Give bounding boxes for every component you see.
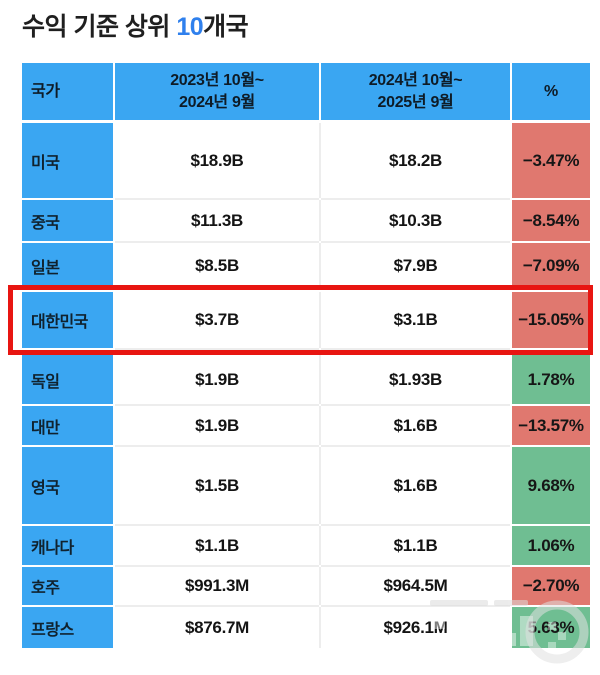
- header-period1-line2: 2024년 9월: [179, 93, 255, 111]
- country-cell: 일본: [22, 243, 113, 288]
- value-cell-period2: $1.1B: [321, 526, 510, 565]
- value-cell-period1: $1.9B: [115, 406, 319, 445]
- percent-cell: −15.05%: [512, 292, 590, 348]
- table-row-taiwan: 대만 $1.9B $1.6B −13.57%: [22, 406, 590, 445]
- country-cell: 대만: [22, 406, 113, 445]
- page-title-suffix: 개국: [203, 13, 249, 41]
- value-cell-period2: $1.93B: [321, 355, 510, 404]
- header-period2: 2024년 10월~ 2025년 9월: [321, 63, 510, 120]
- value-cell-period1: $1.5B: [115, 447, 319, 524]
- header-period1: 2023년 10월~ 2024년 9월: [115, 63, 319, 120]
- percent-cell: −13.57%: [512, 406, 590, 445]
- country-cell: 영국: [22, 447, 113, 524]
- header-period2-line1: 2024년 10월~: [368, 71, 463, 89]
- table-header-row: 국가 2023년 10월~ 2024년 9월 2024년 10월~ 2025년 …: [22, 63, 590, 120]
- value-cell-period1: $8.5B: [115, 243, 319, 288]
- percent-cell: 1.78%: [512, 355, 590, 404]
- table-row-canada: 캐나다 $1.1B $1.1B 1.06%: [22, 526, 590, 565]
- value-cell-period1: $11.3B: [115, 200, 319, 241]
- value-cell-period2: $10.3B: [321, 200, 510, 241]
- percent-cell: −8.54%: [512, 200, 590, 241]
- percent-cell: −7.09%: [512, 243, 590, 288]
- page-title-prefix: 수익 기준 상위: [22, 13, 177, 41]
- value-cell-period1: $3.7B: [115, 292, 319, 348]
- country-cell: 대한민국: [22, 292, 113, 348]
- table-row-usa: 미국 $18.9B $18.2B −3.47%: [22, 123, 590, 198]
- country-cell: 중국: [22, 200, 113, 241]
- country-cell: 캐나다: [22, 526, 113, 565]
- value-cell-period2: $926.1M: [321, 607, 510, 648]
- value-cell-period1: $1.1B: [115, 526, 319, 565]
- header-percent: %: [512, 63, 590, 120]
- value-cell-period1: $991.3M: [115, 567, 319, 605]
- table-row-uk: 영국 $1.5B $1.6B 9.68%: [22, 447, 590, 524]
- table-row-japan: 일본 $8.5B $7.9B −7.09%: [22, 243, 590, 288]
- country-cell: 독일: [22, 355, 113, 404]
- page-title-highlight-number: 10: [176, 13, 204, 41]
- percent-cell: −2.70%: [512, 567, 590, 605]
- header-country: 국가: [22, 63, 113, 120]
- value-cell-period1: $876.7M: [115, 607, 319, 648]
- percent-cell: −3.47%: [512, 123, 590, 198]
- value-cell-period2: $1.6B: [321, 406, 510, 445]
- value-cell-period2: $3.1B: [321, 292, 510, 348]
- table-row-france: 프랑스 $876.7M $926.1M 5.63%: [22, 607, 590, 648]
- value-cell-period2: $964.5M: [321, 567, 510, 605]
- value-cell-period2: $1.6B: [321, 447, 510, 524]
- percent-cell: 5.63%: [512, 607, 590, 648]
- country-cell: 호주: [22, 567, 113, 605]
- header-period1-line1: 2023년 10월~: [170, 71, 264, 89]
- value-cell-period1: $1.9B: [115, 355, 319, 404]
- value-cell-period1: $18.9B: [115, 123, 319, 198]
- country-cell: 프랑스: [22, 607, 113, 648]
- table-row-australia: 호주 $991.3M $964.5M −2.70%: [22, 567, 590, 605]
- value-cell-period2: $7.9B: [321, 243, 510, 288]
- table-row-korea-highlighted: 대한민국 $3.7B $3.1B −15.05%: [8, 285, 593, 355]
- country-cell: 미국: [22, 123, 113, 198]
- header-period2-line2: 2025년 9월: [377, 93, 454, 111]
- value-cell-period2: $18.2B: [321, 123, 510, 198]
- percent-cell: 9.68%: [512, 447, 590, 524]
- percent-cell: 1.06%: [512, 526, 590, 565]
- table-row-germany: 독일 $1.9B $1.93B 1.78%: [22, 355, 590, 404]
- revenue-table: 국가 2023년 10월~ 2024년 9월 2024년 10월~ 2025년 …: [8, 63, 593, 648]
- page-title: 수익 기준 상위 10개국: [22, 7, 249, 43]
- table-row-china: 중국 $11.3B $10.3B −8.54%: [22, 200, 590, 241]
